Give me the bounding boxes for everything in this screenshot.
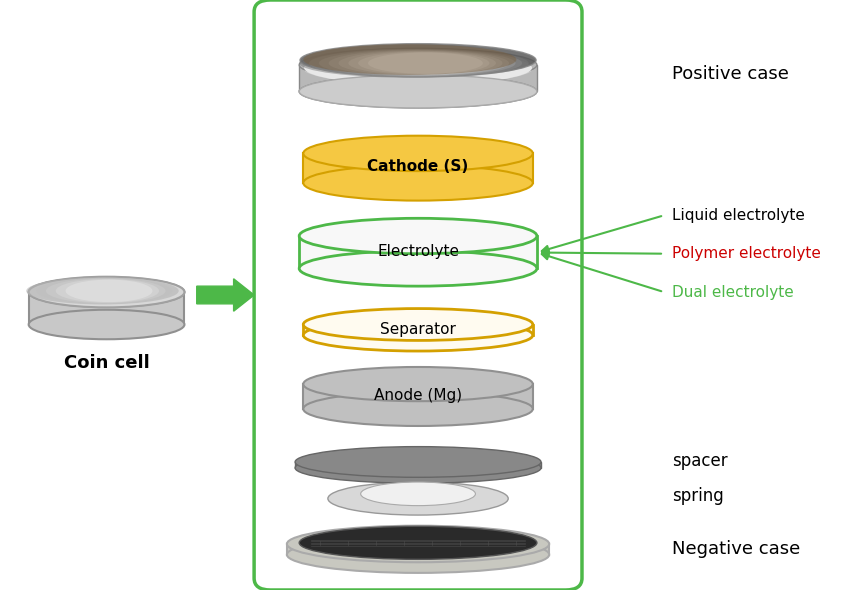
Ellipse shape [295, 453, 541, 483]
Ellipse shape [309, 49, 522, 77]
Text: Positive case: Positive case [672, 65, 789, 83]
Ellipse shape [301, 51, 536, 85]
Ellipse shape [36, 278, 173, 304]
Ellipse shape [287, 536, 549, 573]
Ellipse shape [300, 44, 536, 77]
Ellipse shape [46, 278, 166, 303]
Ellipse shape [299, 218, 537, 254]
Ellipse shape [303, 319, 533, 351]
Text: Cathode (S): Cathode (S) [367, 159, 468, 174]
Polygon shape [299, 236, 537, 268]
Ellipse shape [338, 51, 502, 76]
Ellipse shape [299, 251, 537, 286]
Text: Dual electrolyte: Dual electrolyte [672, 284, 794, 300]
Ellipse shape [29, 277, 184, 307]
Ellipse shape [299, 75, 537, 108]
Ellipse shape [304, 51, 532, 85]
Text: Coin cell: Coin cell [64, 354, 150, 372]
Text: Separator: Separator [380, 322, 456, 337]
Polygon shape [303, 324, 533, 335]
Polygon shape [295, 462, 541, 468]
Ellipse shape [56, 279, 159, 303]
Ellipse shape [360, 482, 475, 506]
Ellipse shape [295, 447, 541, 477]
Ellipse shape [299, 51, 537, 85]
FancyArrow shape [196, 279, 254, 312]
Ellipse shape [29, 310, 184, 339]
Ellipse shape [319, 50, 516, 77]
Text: Negative case: Negative case [672, 540, 801, 558]
Polygon shape [303, 384, 533, 409]
Polygon shape [299, 65, 537, 91]
Ellipse shape [29, 277, 184, 307]
Ellipse shape [26, 277, 178, 304]
Ellipse shape [328, 482, 508, 515]
Ellipse shape [303, 367, 533, 401]
Polygon shape [303, 153, 533, 183]
Ellipse shape [303, 392, 533, 426]
Ellipse shape [329, 50, 509, 76]
Text: Liquid electrolyte: Liquid electrolyte [672, 208, 805, 223]
Text: Polymer electrolyte: Polymer electrolyte [672, 246, 821, 261]
Ellipse shape [348, 51, 496, 75]
Text: Electrolyte: Electrolyte [377, 244, 459, 260]
Ellipse shape [299, 526, 537, 559]
Text: Anode (Mg): Anode (Mg) [374, 388, 462, 404]
Ellipse shape [303, 309, 533, 340]
Ellipse shape [303, 165, 533, 201]
Ellipse shape [299, 75, 537, 108]
Ellipse shape [303, 51, 534, 85]
Ellipse shape [358, 52, 490, 74]
Ellipse shape [299, 48, 537, 81]
Polygon shape [287, 544, 549, 555]
Text: spring: spring [672, 487, 724, 504]
Ellipse shape [303, 136, 533, 171]
Ellipse shape [303, 44, 517, 75]
Polygon shape [29, 292, 184, 325]
Ellipse shape [368, 53, 483, 74]
Ellipse shape [287, 526, 549, 562]
Ellipse shape [299, 48, 529, 78]
Ellipse shape [65, 280, 152, 302]
Text: spacer: spacer [672, 453, 728, 470]
